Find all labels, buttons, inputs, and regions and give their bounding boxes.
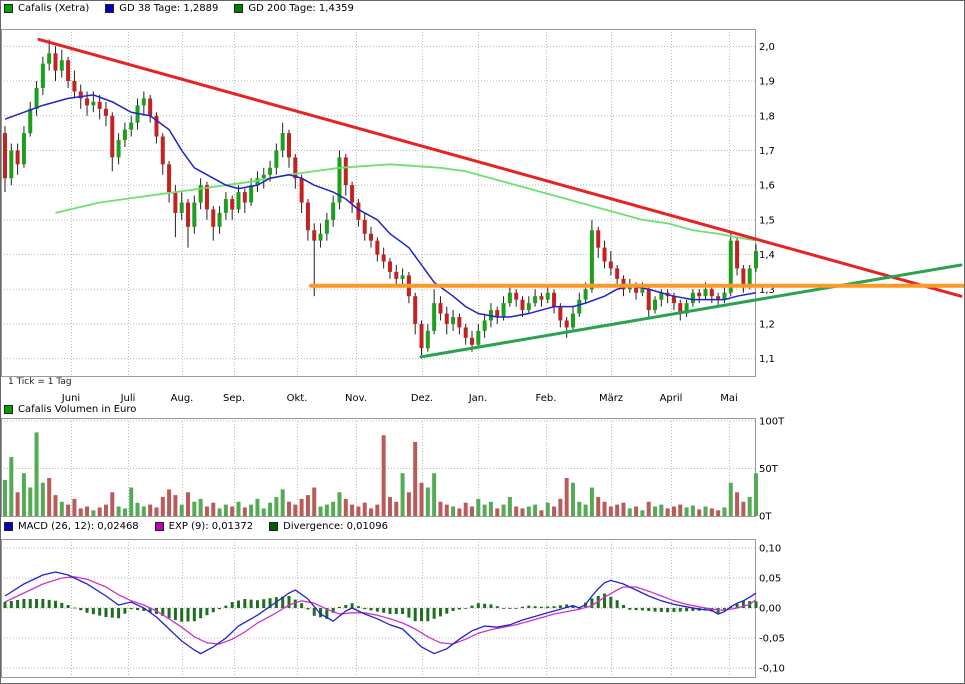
legend-item-divergence: Divergence: 0,01096 xyxy=(269,521,388,532)
legend-item-instrument: Cafalis (Xetra) xyxy=(4,3,89,14)
svg-text:2,0: 2,0 xyxy=(759,42,775,53)
svg-text:Sep.: Sep. xyxy=(223,393,245,404)
volume-legend: Cafalis Volumen in Euro xyxy=(4,404,152,415)
svg-text:1,5: 1,5 xyxy=(759,215,775,226)
svg-text:Juni: Juni xyxy=(61,393,80,404)
svg-text:0T: 0T xyxy=(759,512,772,523)
volume-color-chip xyxy=(4,405,13,414)
svg-text:1,7: 1,7 xyxy=(759,146,775,157)
svg-text:-0,10: -0,10 xyxy=(759,664,785,675)
divergence-label: Divergence: 0,01096 xyxy=(283,521,388,532)
svg-text:Okt.: Okt. xyxy=(287,393,308,404)
divergence-color-chip xyxy=(269,522,279,531)
svg-text:Juli: Juli xyxy=(120,393,136,404)
gd38-line xyxy=(4,94,757,318)
svg-text:Dez.: Dez. xyxy=(411,393,433,404)
macd-legend: MACD (26, 12): 0,02468 EXP (9): 0,01372 … xyxy=(4,521,404,532)
gd200-label: GD 200 Tage: 1,4359 xyxy=(248,3,354,14)
legend-item-gd38: GD 38 Tage: 1,2889 xyxy=(105,3,218,14)
gd200-line xyxy=(55,163,757,242)
instrument-color-chip xyxy=(4,4,13,13)
svg-text:0,00: 0,00 xyxy=(759,604,781,615)
exp-color-chip xyxy=(154,522,164,531)
svg-text:Feb.: Feb. xyxy=(536,393,557,404)
instrument-label: Cafalis (Xetra) xyxy=(18,3,90,14)
volume-label: Cafalis Volumen in Euro xyxy=(18,404,137,415)
svg-text:1,9: 1,9 xyxy=(759,77,775,88)
signal-line xyxy=(4,576,757,645)
svg-text:0,10: 0,10 xyxy=(759,544,781,555)
macd-line xyxy=(4,571,757,655)
candlesticks xyxy=(3,39,758,359)
svg-text:April: April xyxy=(660,393,683,404)
svg-text:1,8: 1,8 xyxy=(759,111,775,122)
svg-text:1,2: 1,2 xyxy=(759,319,775,330)
svg-text:März: März xyxy=(599,393,623,404)
macd-label: MACD (26, 12): 0,02468 xyxy=(18,521,139,532)
trendline-downtrend-resistance xyxy=(37,37,963,298)
svg-text:50T: 50T xyxy=(759,464,779,475)
gd38-color-chip xyxy=(105,4,115,13)
svg-text:1,1: 1,1 xyxy=(759,354,775,365)
gd38-label: GD 38 Tage: 1,2889 xyxy=(119,3,219,14)
legend-item-macd: MACD (26, 12): 0,02468 xyxy=(4,521,139,532)
svg-text:Jan.: Jan. xyxy=(468,393,488,404)
gd200-color-chip xyxy=(234,4,244,13)
trend-lines xyxy=(37,37,964,359)
svg-text:-0,05: -0,05 xyxy=(759,634,785,645)
svg-text:1,4: 1,4 xyxy=(759,250,775,261)
svg-text:Aug.: Aug. xyxy=(171,393,194,404)
legend-item-gd200: GD 200 Tage: 1,4359 xyxy=(234,3,354,14)
svg-text:0,05: 0,05 xyxy=(759,574,781,585)
month-labels: Juni Juli Aug. Sep. Okt. Nov. Dez. Jan. Feb. März… xyxy=(61,393,738,404)
volume-bars xyxy=(3,432,758,516)
exp-label: EXP (9): 0,01372 xyxy=(168,521,254,532)
svg-text:1,3: 1,3 xyxy=(759,285,775,296)
legend-item-volume: Cafalis Volumen in Euro xyxy=(4,404,136,415)
trendline-uptrend-support xyxy=(419,263,963,359)
svg-text:Nov.: Nov. xyxy=(345,393,367,404)
panel-frames xyxy=(1,29,756,678)
svg-text:1,6: 1,6 xyxy=(759,181,775,192)
svg-text:100T: 100T xyxy=(759,417,785,428)
divergence-histogram xyxy=(3,593,758,622)
svg-text:Mai: Mai xyxy=(720,393,738,404)
macd-color-chip xyxy=(4,522,13,531)
axis-labels: 2,0 1,9 1,8 1,7 1,6 1,5 1,4 1,3 1,2 1,1 100T 50T 0T 0… xyxy=(759,42,785,675)
legend-item-exp: EXP (9): 0,01372 xyxy=(154,521,254,532)
tick-resolution-note: 1 Tick = 1 Tag xyxy=(8,377,72,387)
price-legend: Cafalis (Xetra) GD 38 Tage: 1,2889 GD 20… xyxy=(4,3,370,14)
